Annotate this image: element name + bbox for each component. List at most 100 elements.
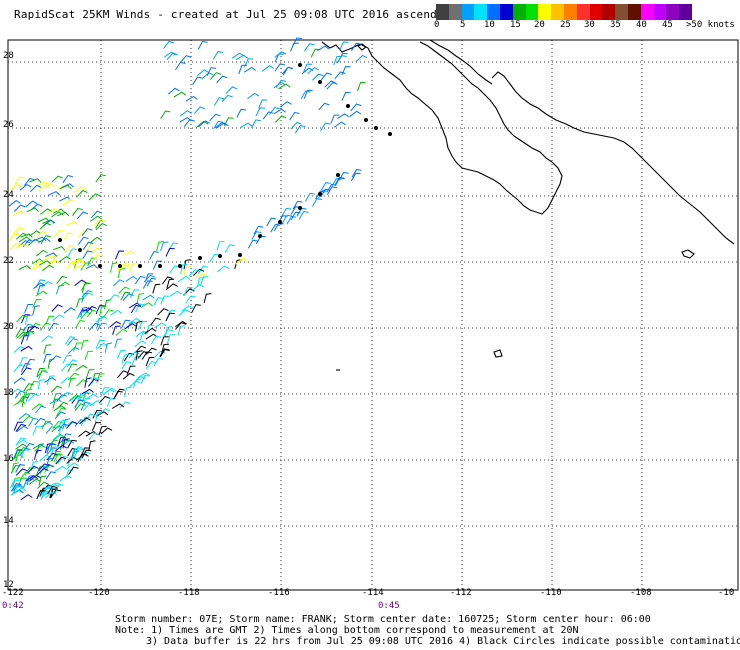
wind-barb xyxy=(144,327,157,335)
wind-barb xyxy=(168,242,179,251)
wind-barb xyxy=(303,89,313,99)
colorbar-swatch xyxy=(487,4,500,20)
wind-barb xyxy=(44,252,58,258)
wind-barb xyxy=(43,353,52,364)
wind-barb xyxy=(12,484,25,492)
wind-barb xyxy=(76,190,88,198)
wind-barb xyxy=(140,374,150,384)
wind-barb xyxy=(52,314,65,322)
wind-barb xyxy=(49,355,61,363)
wind-barb xyxy=(35,290,48,297)
wind-barb xyxy=(216,122,229,129)
wind-barb xyxy=(180,263,188,274)
wind-barb xyxy=(26,207,39,213)
wind-barb xyxy=(243,66,257,73)
wind-barb xyxy=(42,182,55,189)
wind-barb xyxy=(74,399,84,409)
wind-barb xyxy=(212,51,224,60)
wind-barb xyxy=(124,386,132,398)
wind-barb xyxy=(120,319,131,329)
wind-barb xyxy=(66,359,78,368)
wind-barb xyxy=(330,114,340,124)
wind-barb xyxy=(209,113,221,122)
colorbar-swatch xyxy=(499,4,513,20)
wind-barb xyxy=(84,377,92,388)
wind-barb xyxy=(61,183,74,189)
wind-barb xyxy=(81,307,94,314)
wind-barb xyxy=(66,456,79,464)
wind-barb xyxy=(150,335,162,345)
wind-barb xyxy=(275,79,287,88)
wind-barb xyxy=(90,247,102,256)
wind-barb xyxy=(15,243,28,249)
wind-barb xyxy=(32,298,42,308)
longitude-label: -118 xyxy=(178,588,200,598)
wind-barb xyxy=(60,391,73,399)
wind-barb xyxy=(339,41,349,51)
wind-barb xyxy=(88,440,96,451)
colorbar-labels: 0 5 10 15 20 25 30 35 40 45 >50 knots xyxy=(430,20,740,34)
wind-barb xyxy=(223,117,234,127)
wind-barb xyxy=(152,283,161,294)
wind-barb xyxy=(137,351,149,359)
wind-barb xyxy=(25,358,36,368)
coastline-mainland xyxy=(321,41,563,215)
wind-barb xyxy=(9,183,22,191)
wind-barb xyxy=(62,354,73,364)
wind-barb xyxy=(13,400,26,406)
wind-barb xyxy=(318,102,330,111)
wind-barb xyxy=(179,116,192,123)
colorbar-swatch xyxy=(615,4,628,20)
wind-barb xyxy=(320,182,331,191)
wind-barb xyxy=(183,119,195,127)
contamination-dot xyxy=(318,80,322,84)
wind-barb xyxy=(20,345,33,352)
wind-barb xyxy=(238,64,247,75)
wind-barb xyxy=(30,203,43,211)
wind-barb xyxy=(33,236,47,242)
wind-barb xyxy=(93,218,106,226)
wind-barb xyxy=(160,241,169,251)
time-label-left: 0:42 xyxy=(2,601,24,611)
wind-barb xyxy=(206,67,217,77)
wind-barb xyxy=(20,367,32,376)
wind-barb xyxy=(80,447,90,457)
wind-barb xyxy=(135,320,143,332)
wind-barb xyxy=(192,268,205,276)
wind-barb xyxy=(62,438,70,449)
wind-barb xyxy=(67,363,78,373)
wind-barb xyxy=(165,312,175,322)
wind-barb xyxy=(25,475,39,482)
wind-barb xyxy=(255,107,266,117)
wind-barb xyxy=(65,336,76,345)
wind-barb xyxy=(217,265,230,273)
wind-barb xyxy=(47,191,61,196)
wind-barb xyxy=(62,198,75,206)
wind-barb xyxy=(39,222,52,230)
wind-barb xyxy=(74,186,87,194)
wind-barb xyxy=(30,184,42,193)
latitude-label: 12 xyxy=(3,580,14,590)
wind-barb xyxy=(224,244,235,253)
wind-barb xyxy=(128,317,141,325)
wind-barb xyxy=(13,210,26,216)
wind-barb xyxy=(183,259,191,270)
wind-barb xyxy=(82,241,94,250)
wind-barb xyxy=(54,411,66,420)
wind-barb xyxy=(75,298,85,308)
wind-barb xyxy=(24,314,33,325)
wind-barb xyxy=(34,417,46,426)
wind-barb xyxy=(173,91,186,98)
wind-barb xyxy=(95,411,109,418)
wind-barb xyxy=(177,325,185,336)
wind-barb xyxy=(90,210,103,219)
wind-barb xyxy=(152,260,163,270)
wind-barb xyxy=(89,322,101,331)
wind-barb xyxy=(10,388,23,395)
wind-barb xyxy=(110,262,118,273)
wind-barb xyxy=(38,475,47,486)
wind-barb xyxy=(117,370,129,379)
wind-barb xyxy=(62,439,75,446)
wind-barb xyxy=(82,250,93,260)
wind-barb xyxy=(303,63,313,73)
